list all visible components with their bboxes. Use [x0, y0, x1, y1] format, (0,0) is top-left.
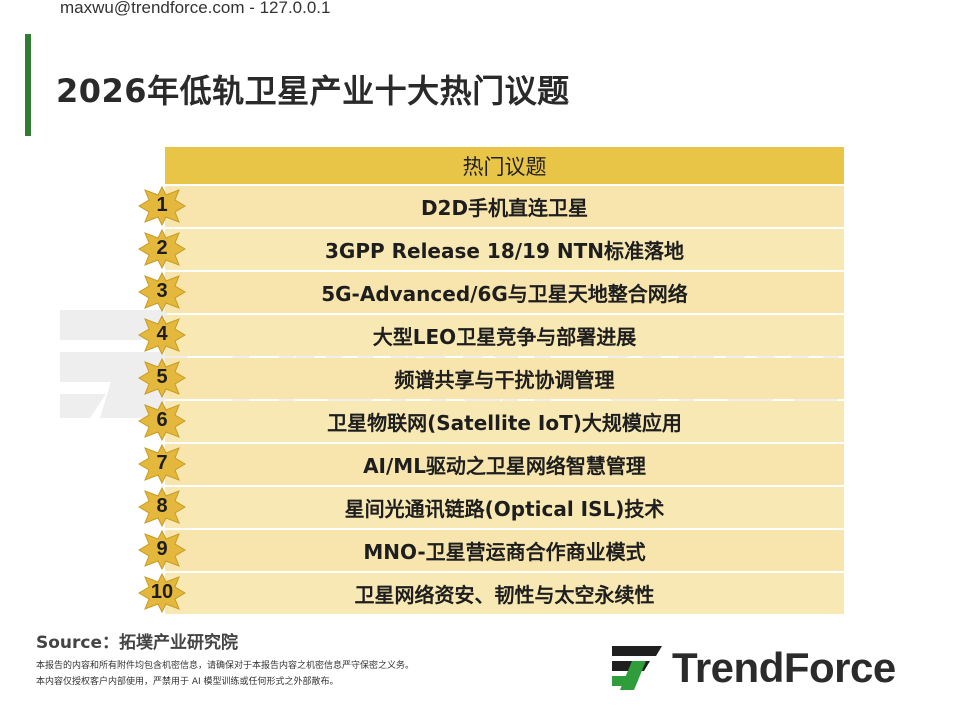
topic-row: 3GPP Release 18/19 NTN标准落地	[165, 229, 844, 270]
rank-badge: 8	[133, 487, 191, 527]
trendforce-logo-icon	[612, 646, 662, 690]
rank-number: 10	[150, 581, 174, 603]
rank-badge: 1	[133, 186, 191, 226]
topic-row: 5G-Advanced/6G与卫星天地整合网络	[165, 272, 844, 313]
table-heading: 热门议题	[165, 147, 844, 184]
topic-row: 星间光通讯链路(Optical ISL)技术	[165, 487, 844, 528]
topic-row: 频谱共享与干扰协调管理	[165, 358, 844, 399]
topics-table: 热门议题 D2D手机直连卫星 3GPP Release 18/19 NTN标准落地…	[165, 147, 844, 614]
star-badge-icon	[138, 487, 186, 527]
topic-row: D2D手机直连卫星	[165, 186, 844, 227]
title-accent-bar	[25, 34, 31, 136]
rank-number: 7	[156, 452, 168, 474]
trendforce-logo-text: TrendForce	[672, 644, 896, 691]
star-badge-icon	[138, 401, 186, 441]
rank-badge: 6	[133, 401, 191, 441]
rank-badge: 2	[133, 229, 191, 269]
rank-badge: 9	[133, 530, 191, 570]
star-badge-icon	[138, 315, 186, 355]
disclaimer-line-1: 本报告的内容和所有附件均包含机密信息，请确保对于本报告内容之机密信息严守保密之义…	[36, 661, 415, 671]
rank-badge: 5	[133, 358, 191, 398]
star-badge-icon	[138, 573, 186, 613]
disclaimer-line-2: 本内容仅授权客户内部使用，严禁用于 AI 模型训练或任何形式之外部散布。	[36, 677, 339, 687]
topic-row: 卫星物联网(Satellite IoT)大规模应用	[165, 401, 844, 442]
rank-number: 1	[156, 194, 168, 216]
user-ip-line: maxwu@trendforce.com - 127.0.0.1	[60, 0, 331, 17]
star-badge-icon	[138, 186, 186, 226]
star-badge-icon	[138, 444, 186, 484]
star-badge-icon	[138, 272, 186, 312]
topic-row: MNO-卫星营运商合作商业模式	[165, 530, 844, 571]
topic-row: 大型LEO卫星竞争与部署进展	[165, 315, 844, 356]
star-badge-icon	[138, 229, 186, 269]
rank-number: 3	[156, 280, 168, 302]
rank-badge: 3	[133, 272, 191, 312]
source-line: Source：拓墣产业研究院	[36, 633, 239, 653]
rank-number: 2	[156, 237, 168, 259]
rank-badge: 4	[133, 315, 191, 355]
page-title: 2026年低轨卫星产业十大热门议题	[56, 72, 570, 110]
rank-badge: 7	[133, 444, 191, 484]
rank-number: 5	[156, 366, 168, 388]
rank-number: 6	[156, 409, 168, 431]
rank-number: 8	[156, 495, 168, 517]
star-badge-icon	[138, 358, 186, 398]
rank-badge: 10	[133, 573, 191, 613]
rank-number: 4	[156, 323, 168, 345]
star-badge-icon	[138, 530, 186, 570]
trendforce-logo: TrendForce	[612, 644, 896, 692]
rank-number: 9	[156, 538, 168, 560]
topic-row: 卫星网络资安、韧性与太空永续性	[165, 573, 844, 614]
topic-row: AI/ML驱动之卫星网络智慧管理	[165, 444, 844, 485]
